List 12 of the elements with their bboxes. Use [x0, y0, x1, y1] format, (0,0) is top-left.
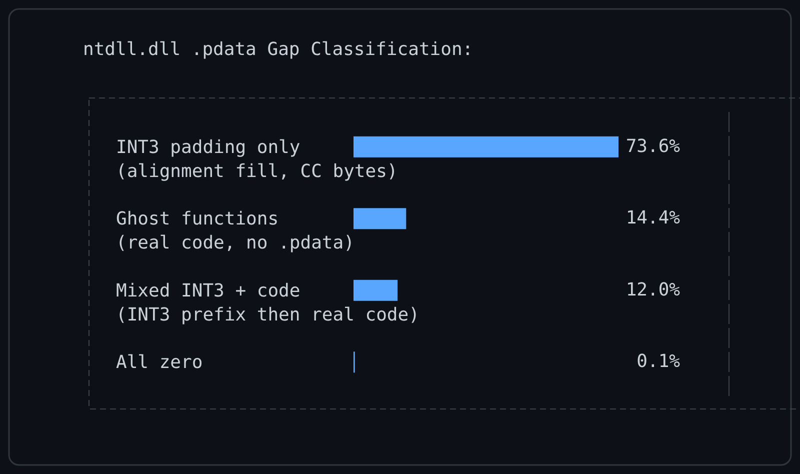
- bar: [354, 208, 406, 230]
- bar: [354, 136, 618, 158]
- chart-title: ntdll.dll .pdata Gap Classification:: [83, 39, 474, 60]
- data-label: 73.6%: [626, 136, 680, 157]
- bar: [354, 280, 398, 301]
- y-tick-label: Ghost functions (real code, no .pdata): [116, 208, 354, 254]
- y-tick-label: INT3 padding only (alignment fill, CC bytes): [116, 136, 398, 182]
- y-tick-label: Mixed INT3 + code (INT3 prefix then real code): [116, 280, 420, 326]
- data-label: 12.0%: [626, 279, 680, 300]
- data-label: 0.1%: [636, 351, 680, 372]
- y-tick-label: All zero: [116, 352, 203, 374]
- data-label: 14.4%: [626, 208, 680, 229]
